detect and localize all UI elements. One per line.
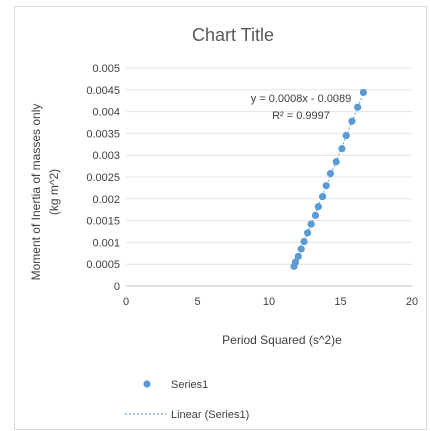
chart-title: Chart Title: [192, 25, 274, 45]
data-point: [359, 88, 367, 97]
x-tick-label: 5: [194, 296, 200, 308]
x-tick-label: 15: [334, 296, 346, 308]
x-tick-label: 20: [406, 296, 418, 308]
y-tick-label: 0.0025: [86, 172, 120, 184]
data-point: [322, 182, 330, 190]
trendline-r-squared: R² = 0.9997: [272, 110, 330, 122]
data-point: [307, 220, 315, 228]
data-point: [319, 193, 327, 201]
data-point: [342, 131, 350, 140]
y-axis-title-line-2: (kg m^2): [47, 169, 61, 215]
y-tick-label: 0.0045: [86, 85, 120, 97]
data-point: [332, 158, 340, 166]
y-tick-label: 0: [114, 281, 120, 293]
data-point: [338, 145, 346, 153]
y-tick-label: 0.003: [92, 150, 120, 162]
x-axis-title: Period Squared (s^2)e: [222, 333, 342, 347]
legend-series1-label: Series1: [171, 379, 208, 391]
y-tick-label: 0.005: [92, 63, 120, 75]
y-tick-label: 0.0005: [86, 259, 120, 271]
legend-series1-marker: [143, 380, 151, 388]
chart-area: Chart Title Moment of Inertia of masses …: [14, 6, 427, 430]
x-tick-label: 10: [263, 296, 275, 308]
data-point: [294, 252, 302, 260]
data-points: [290, 88, 367, 270]
data-point: [291, 258, 300, 266]
trendline-equation: y = 0.0008x - 0.0089: [251, 93, 352, 105]
scatter-chart: Chart Title Moment of Inertia of masses …: [29, 25, 418, 421]
y-tick-label: 0.002: [92, 194, 120, 206]
y-tick-label: 0.001: [92, 237, 120, 249]
data-point: [304, 229, 312, 237]
y-tick-label: 0.0015: [86, 216, 120, 228]
data-point: [300, 237, 308, 246]
data-point: [354, 103, 362, 111]
data-point: [348, 117, 356, 125]
x-tick-label: 0: [123, 296, 129, 308]
y-axis-ticks: 0 0.0005 0.001 0.0015 0.002 0.0025 0.003 0.0035…: [86, 63, 120, 293]
legend: Series1 Linear (Series1): [125, 379, 249, 421]
data-point: [311, 211, 320, 219]
x-axis-ticks: 0 5 10 15 20: [123, 296, 418, 308]
trendline: [293, 92, 364, 268]
y-tick-label: 0.0035: [86, 128, 120, 140]
legend-trendline-label: Linear (Series1): [171, 409, 249, 421]
trendline-layer: [293, 92, 364, 268]
data-point: [326, 169, 335, 178]
y-axis-title: Moment of Inertia of masses only (kg m^2…: [29, 104, 61, 281]
data-point: [297, 245, 305, 253]
y-tick-label: 0.004: [92, 107, 120, 119]
data-point: [314, 203, 322, 211]
y-axis-title-line-1: Moment of Inertia of masses only: [29, 104, 43, 281]
